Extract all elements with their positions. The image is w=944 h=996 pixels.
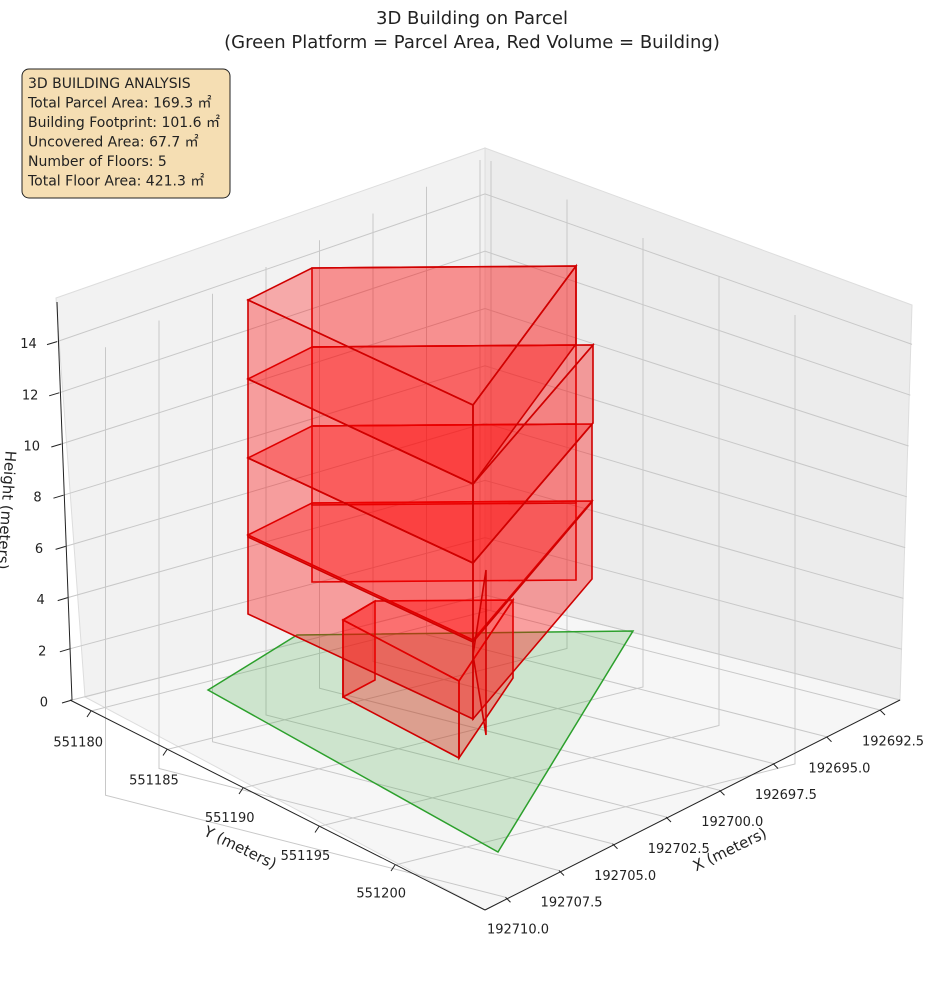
- y-tick: [86, 710, 92, 718]
- annotation-line: Uncovered Area: 67.7 ㎡: [28, 135, 199, 151]
- grid-line: [426, 186, 827, 738]
- grid-line: [69, 537, 902, 650]
- grid-line: [265, 267, 667, 818]
- annotation-line: Total Floor Area: 421.3 ㎡: [27, 174, 204, 190]
- x-tick: [505, 896, 511, 903]
- annotation: 3D BUILDING ANALYSIS Total Parcel Area: 1…: [27, 76, 220, 190]
- annotation-line: Number of Floors: 5: [28, 154, 167, 170]
- grid-line: [90, 161, 492, 712]
- y-tick: [162, 749, 168, 756]
- z-tick-label: 10: [23, 440, 40, 455]
- grid-line: [67, 479, 904, 599]
- x-tick-label: 192700.0: [701, 815, 763, 830]
- x-tick: [772, 763, 779, 769]
- x-tick-label: 192707.5: [541, 896, 603, 911]
- grid-line: [56, 193, 913, 345]
- x-tick: [665, 816, 672, 823]
- grid-line: [319, 240, 720, 791]
- annotation-line: 3D BUILDING ANALYSIS: [28, 76, 191, 92]
- z-tick: [57, 597, 68, 602]
- grid-line: [242, 238, 644, 789]
- y-tick-label: 551200: [356, 887, 406, 902]
- annotation-line: Total Parcel Area: 169.3 ㎡: [27, 96, 212, 112]
- x-tick-label: 192702.5: [648, 842, 710, 857]
- grid-line: [71, 594, 901, 701]
- building-face: [472, 569, 487, 736]
- z-tick-label: 6: [35, 542, 43, 557]
- z-axis: [56, 301, 73, 701]
- z-tick: [53, 494, 64, 499]
- x-tick: [826, 736, 832, 743]
- z-axis-label: Height (meters): [0, 450, 20, 570]
- z-tick-label: 8: [33, 491, 41, 506]
- annotation-line: Building Footprint: 101.6 ㎡: [28, 115, 220, 131]
- grid-line: [372, 213, 774, 764]
- grid-line: [212, 293, 613, 845]
- z-tick-label: 0: [40, 696, 48, 711]
- x-tick-label: 192695.0: [808, 761, 870, 776]
- x-tick-label: 192697.5: [755, 788, 817, 803]
- grid-line: [59, 250, 911, 396]
- y-tick-label: 551195: [281, 849, 331, 864]
- y-tick: [314, 826, 320, 833]
- z-tick-label: 12: [22, 388, 39, 403]
- grid-line: [63, 365, 908, 498]
- building: [246, 263, 595, 761]
- y-tick-label: 551180: [53, 736, 103, 751]
- y-tick-label: 551190: [205, 811, 255, 826]
- y-tick-label: 551185: [129, 773, 179, 788]
- building-face: [341, 599, 515, 683]
- grid-line: [166, 199, 568, 750]
- z-tick: [61, 699, 73, 704]
- z-tick-label: 4: [37, 593, 45, 608]
- z-tick-label: 2: [38, 644, 46, 659]
- x-tick: [558, 870, 565, 876]
- grid-line: [394, 315, 796, 866]
- grid-line: [105, 347, 506, 898]
- x-tick: [719, 789, 725, 796]
- y-tick: [390, 864, 396, 872]
- z-tick: [46, 341, 58, 346]
- grid-line: [65, 422, 906, 549]
- x-tick-label: 192705.0: [594, 869, 656, 884]
- building-face: [246, 265, 578, 407]
- annotation-box: [21, 68, 231, 199]
- grid-line: [158, 320, 560, 871]
- grid: [56, 160, 913, 898]
- grid-line: [61, 307, 909, 447]
- parcel: [206, 630, 635, 854]
- y-tick: [238, 787, 244, 795]
- chart-subtitle: (Green Platform = Parcel Area, Red Volum…: [224, 32, 720, 53]
- z-tick: [49, 392, 60, 397]
- x-tick: [879, 709, 886, 716]
- x-tick-label: 192710.0: [487, 922, 549, 937]
- chart-title: 3D Building on Parcel: [376, 8, 568, 29]
- x-tick: [612, 843, 618, 850]
- x-axis: [484, 699, 901, 911]
- z-tick: [55, 545, 66, 550]
- y-axis: [69, 699, 486, 911]
- z-tick-label: 14: [20, 337, 37, 352]
- z-tick: [51, 443, 62, 448]
- z-tick: [59, 648, 71, 653]
- x-tick-label: 192692.5: [862, 735, 924, 750]
- grid-line: [318, 276, 720, 827]
